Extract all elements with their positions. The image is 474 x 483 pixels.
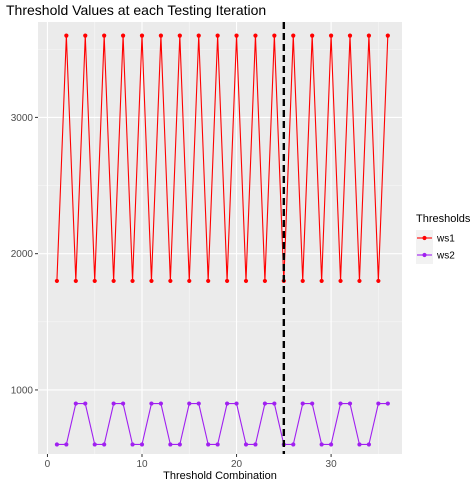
data-point-ws1 [385, 33, 390, 38]
data-point-ws2 [291, 442, 296, 447]
data-point-ws2 [130, 442, 135, 447]
data-point-ws1 [92, 278, 97, 284]
legend-title: Thresholds [416, 213, 471, 225]
data-point-ws1 [357, 278, 362, 284]
data-point-ws1 [224, 278, 230, 284]
data-point-ws2 [338, 401, 343, 406]
y-axis: 1000 2000 3000 [11, 113, 38, 396]
y-tick-label: 3000 [11, 113, 34, 124]
data-point-ws2 [168, 442, 173, 447]
data-point-ws2 [243, 442, 249, 447]
data-point-ws2 [272, 401, 277, 406]
data-point-ws2 [234, 401, 239, 406]
data-point-ws2 [83, 401, 88, 406]
x-axis: 0 10 20 30 [45, 454, 337, 470]
series-ws1 [54, 33, 390, 284]
data-point-ws1 [130, 278, 135, 284]
data-point-ws1 [215, 33, 220, 38]
data-point-ws2 [253, 442, 258, 447]
data-point-ws2 [111, 401, 116, 406]
data-point-ws2 [376, 401, 381, 406]
data-point-ws2 [73, 401, 78, 406]
x-axis-title: Threshold Combination [163, 470, 277, 482]
data-point-ws2 [102, 442, 107, 447]
x-tick-label: 0 [45, 459, 51, 470]
data-point-ws1 [347, 33, 353, 38]
data-point-ws2 [177, 442, 182, 447]
data-point-ws1 [196, 33, 201, 38]
data-point-ws2 [300, 401, 305, 406]
data-point-ws2 [385, 401, 390, 406]
data-point-ws1 [300, 278, 305, 284]
data-point-ws2 [54, 442, 60, 447]
series-line-ws2 [56, 403, 388, 446]
data-point-ws1 [83, 33, 88, 38]
data-point-ws2 [262, 401, 268, 406]
legend-key-point [422, 235, 427, 241]
data-point-ws2 [224, 401, 230, 406]
data-point-ws2 [215, 442, 220, 447]
data-point-ws1 [139, 33, 145, 38]
data-point-ws1 [168, 278, 173, 284]
data-point-ws1 [54, 278, 60, 284]
legend-key-ws1 [416, 230, 433, 247]
data-point-ws2 [357, 442, 362, 447]
data-point-ws1 [111, 278, 116, 284]
data-point-ws1 [376, 278, 381, 284]
data-point-ws2 [196, 401, 201, 406]
data-point-ws1 [149, 278, 154, 284]
data-point-ws2 [64, 442, 69, 447]
data-point-ws1 [206, 278, 211, 284]
data-point-ws1 [102, 33, 107, 38]
data-point-ws2 [92, 442, 97, 447]
data-point-ws2 [139, 442, 145, 447]
data-point-ws2 [347, 401, 353, 406]
data-point-ws2 [206, 442, 211, 447]
legend-label-ws2: ws2 [436, 251, 455, 262]
data-point-ws1 [253, 33, 258, 38]
data-point-ws1 [177, 33, 182, 38]
data-point-ws1 [262, 278, 268, 284]
data-point-ws1 [366, 33, 372, 38]
data-point-ws1 [64, 33, 69, 38]
legend-label-ws1: ws1 [436, 234, 455, 245]
series-line-ws1 [56, 35, 389, 281]
data-point-ws1 [310, 33, 315, 38]
legend: Thresholds ws1 ws2 [416, 213, 471, 264]
data-point-ws1 [272, 33, 277, 38]
data-point-ws2 [366, 442, 372, 447]
data-point-ws1 [319, 278, 324, 284]
data-point-ws1 [158, 33, 164, 38]
legend-key-point [422, 252, 427, 258]
data-point-ws1 [243, 278, 249, 284]
data-point-ws1 [328, 33, 334, 38]
x-tick-label: 20 [231, 459, 243, 470]
y-tick-label: 1000 [11, 385, 34, 396]
data-point-ws2 [319, 442, 324, 447]
x-tick-label: 10 [136, 459, 148, 470]
x-tick-label: 30 [326, 459, 338, 470]
y-tick-label: 2000 [11, 249, 34, 260]
data-point-ws1 [73, 278, 78, 284]
data-point-ws2 [158, 401, 164, 406]
data-point-ws1 [187, 278, 192, 284]
data-point-ws2 [187, 401, 192, 406]
data-point-ws1 [234, 33, 239, 38]
data-point-ws2 [310, 401, 315, 406]
data-point-ws1 [291, 33, 296, 38]
data-point-ws1 [338, 278, 343, 284]
data-point-ws2 [149, 401, 154, 406]
legend-key-ws2 [416, 247, 433, 264]
data-point-ws2 [120, 401, 126, 406]
data-point-ws1 [120, 33, 126, 38]
chart-title: Threshold Values at each Testing Iterati… [6, 2, 266, 18]
major-gridlines [38, 22, 402, 454]
data-point-ws2 [328, 442, 334, 447]
